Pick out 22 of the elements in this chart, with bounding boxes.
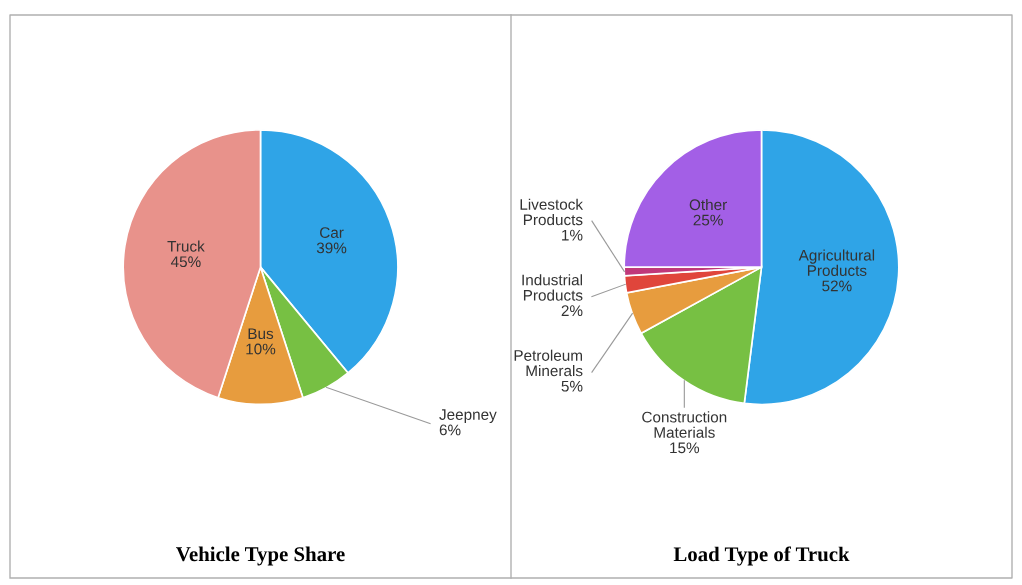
slice-label: Construction Materials — [642, 411, 727, 438]
data-label: 6% — [439, 424, 461, 436]
data-label: 52% — [822, 280, 852, 292]
data-label: 25% — [693, 214, 723, 226]
slice-label: Industrial Products — [522, 274, 583, 301]
data-label: 45% — [170, 256, 201, 268]
slice-label: Jeepney — [439, 409, 497, 423]
data-label: 39% — [316, 242, 347, 254]
slice-label: Petroleum Minerals — [514, 349, 583, 377]
text: Load Type of Truck — [673, 546, 850, 566]
slice-label: Agricultural Products — [798, 249, 875, 276]
slice-label: Truck — [167, 240, 205, 252]
slice-label: Car — [320, 227, 344, 238]
data-label: 5% — [561, 380, 583, 392]
data-label: 15% — [670, 442, 700, 454]
slice-label: Bus — [248, 328, 274, 340]
data-label: 1% — [562, 229, 583, 241]
data-label: 10% — [246, 343, 276, 355]
data-label: 2% — [561, 305, 583, 317]
slice-label: Livestock Products — [520, 198, 584, 226]
slice-label: Other — [689, 198, 727, 211]
text: Vehicle Type Share — [176, 546, 345, 566]
